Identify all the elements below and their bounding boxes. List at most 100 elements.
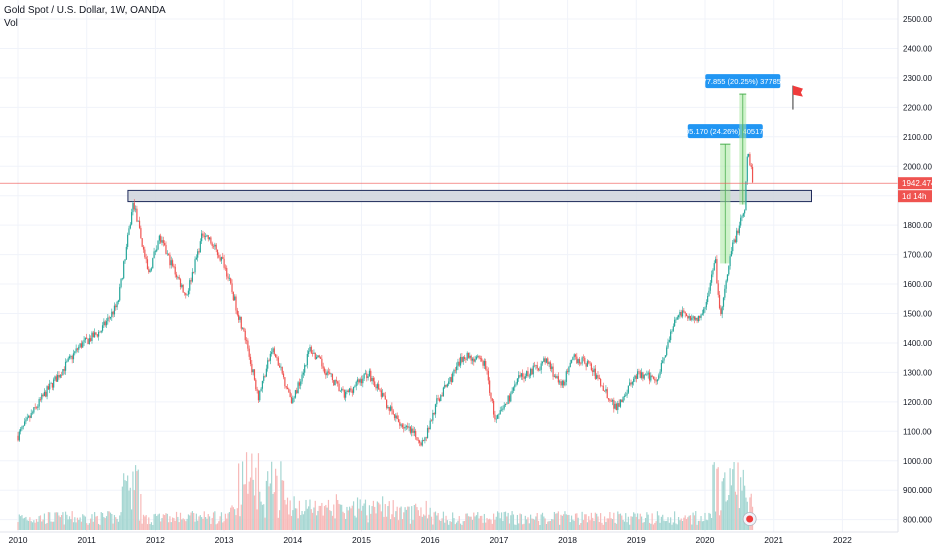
volume-bar	[619, 513, 622, 530]
candle-body	[97, 331, 100, 337]
candle-body	[133, 202, 135, 210]
volume-bar	[453, 518, 455, 530]
volume-bar	[444, 522, 446, 530]
volume-bar	[142, 514, 145, 530]
candle-body	[53, 379, 55, 388]
candle-body	[467, 352, 470, 358]
candle-body	[656, 379, 659, 382]
candle-body	[736, 230, 738, 243]
volume-bar	[530, 514, 532, 530]
volume-bar	[47, 512, 49, 530]
candle-body	[631, 381, 633, 385]
candle-body	[62, 369, 64, 376]
volume-bar	[684, 515, 686, 530]
candle-body	[597, 375, 599, 378]
volume-bar	[321, 502, 323, 530]
candle-body	[469, 355, 471, 358]
volume-bar	[201, 517, 203, 530]
volume-bar	[317, 510, 319, 530]
candle-body	[417, 440, 419, 441]
candle-body	[609, 399, 611, 401]
candle-body	[374, 381, 376, 387]
candle-body	[78, 346, 80, 350]
volume-bar	[117, 521, 120, 530]
volume-bar	[60, 515, 63, 530]
volume-bar	[614, 522, 616, 530]
volume-bar	[712, 464, 714, 530]
candle-body	[198, 251, 200, 253]
candle-body	[164, 243, 166, 245]
volume-bar	[689, 515, 692, 530]
candle-body	[333, 380, 335, 386]
candle-body	[121, 278, 123, 279]
price-range-measurements[interactable]: 405.170 (24.26%) 40517.0 377.855 (20.25%)…	[681, 74, 787, 264]
symbol-title[interactable]: Gold Spot / U.S. Dollar, 1W, OANDA	[4, 5, 166, 16]
time-axis[interactable]: 2010 2011 2012 2013 2014 2015 2016 2017 2018 2019…	[9, 535, 853, 545]
volume-bar	[563, 514, 565, 530]
volume-bar	[99, 524, 101, 530]
candle-body	[50, 382, 52, 384]
candle-body	[588, 361, 590, 363]
volume-bar	[697, 520, 699, 530]
volume-bar	[338, 503, 340, 530]
volume-indicator-label[interactable]: Vol	[4, 18, 18, 29]
resistance-zone[interactable]	[127, 189, 812, 203]
volume-bar	[640, 516, 643, 530]
candle-body	[692, 316, 694, 318]
volume-bar	[438, 520, 441, 530]
volume-bar	[693, 515, 696, 530]
candle-body	[171, 260, 174, 266]
candle-body	[555, 375, 557, 378]
candle-body	[458, 361, 460, 366]
volume-bar	[245, 452, 248, 530]
volume-bar	[202, 518, 204, 530]
candle-body	[304, 365, 306, 373]
volume-bar	[310, 509, 312, 530]
candle-body	[548, 362, 550, 364]
volume-bar	[215, 524, 217, 530]
candle-body	[544, 358, 546, 363]
candle-body	[404, 426, 406, 429]
volume-bar	[705, 519, 707, 530]
candle-body	[35, 407, 38, 409]
volume-bar	[67, 519, 69, 530]
volume-bar	[506, 516, 508, 530]
volume-bar	[537, 520, 540, 530]
price-axis[interactable]: 2500.000 2400.000 2300.000 2200.000 2100.000…	[903, 15, 932, 525]
price-tick-label: 1200.000	[903, 398, 932, 407]
volume-bar	[88, 523, 90, 530]
volume-bar	[376, 501, 378, 530]
price-tick-label: 2500.000	[903, 15, 932, 24]
candle-body	[57, 375, 59, 382]
candle-body	[487, 370, 489, 381]
volume-bar	[430, 516, 433, 530]
volume-bar	[208, 516, 211, 530]
volume-bar	[174, 520, 176, 530]
volume-bar	[503, 511, 505, 530]
volume-bar	[275, 468, 277, 530]
volume-bar	[703, 520, 705, 530]
volume-bar	[181, 519, 183, 530]
volume-bar	[111, 513, 113, 530]
volume-bar	[362, 505, 364, 530]
volume-bar	[388, 501, 390, 530]
volume-bar	[58, 515, 60, 530]
candle-body	[598, 377, 600, 379]
candle-body	[408, 426, 410, 428]
volume-bar	[536, 513, 538, 530]
volume-bar	[78, 519, 80, 530]
candle-body	[312, 353, 314, 355]
candle-body	[223, 258, 225, 268]
price-tick-label: 1500.000	[903, 310, 932, 319]
candle-body	[610, 400, 612, 402]
volume-bar	[231, 505, 233, 530]
price-tick-label: 1700.000	[903, 251, 932, 260]
candle-body	[407, 425, 409, 428]
candle-body	[511, 390, 513, 394]
candle-body	[107, 317, 109, 322]
candle-body	[733, 239, 735, 243]
candle-body	[362, 378, 364, 384]
volume-bar	[533, 519, 536, 530]
volume-bar	[368, 505, 371, 530]
